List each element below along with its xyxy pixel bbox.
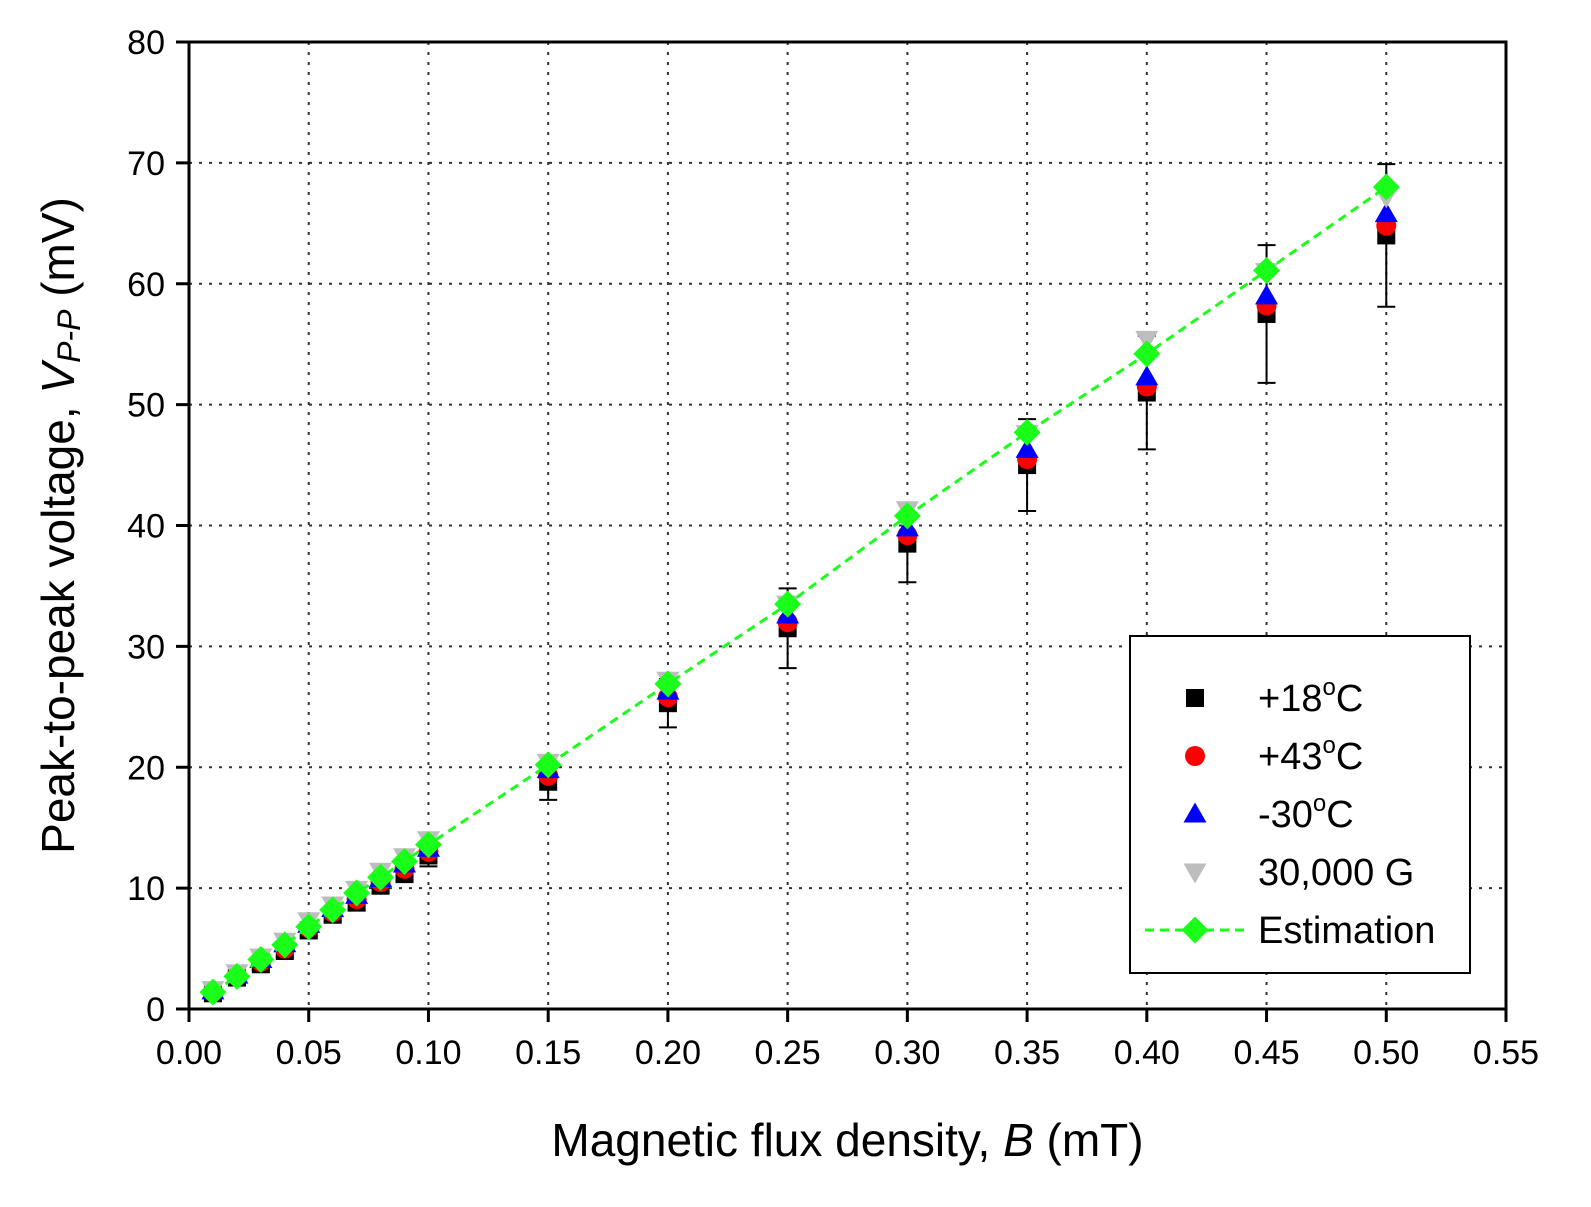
legend-entry: +18oC — [1186, 674, 1363, 720]
legend-label-main: +18 — [1258, 678, 1322, 720]
x-axis-title-var: B — [1003, 1114, 1034, 1166]
legend-marker — [1186, 689, 1204, 707]
legend-label-main: +43 — [1258, 736, 1322, 778]
legend-label-unit: C — [1336, 736, 1363, 778]
data-point — [1253, 256, 1281, 284]
x-tick-label: 0.15 — [515, 1034, 581, 1072]
legend-marker — [1185, 746, 1205, 766]
x-tick-label: 0.20 — [635, 1034, 701, 1072]
legend-label: +43oC — [1258, 732, 1363, 778]
data-point — [391, 848, 419, 876]
legend-label: Estimation — [1258, 910, 1435, 952]
y-tick-label: 80 — [127, 24, 165, 62]
x-tick-label: 0.45 — [1233, 1034, 1299, 1072]
y-tick-label: 0 — [146, 991, 165, 1029]
y-tick-label: 20 — [127, 749, 165, 787]
x-axis-title-unit: (mT) — [1034, 1114, 1144, 1166]
data-point — [295, 913, 323, 941]
y-tick-label: 30 — [127, 628, 165, 666]
legend-marker — [1183, 863, 1207, 884]
x-tick-label: 0.35 — [994, 1034, 1060, 1072]
y-axis-title-prefix: Peak-to-peak voltage, — [32, 394, 84, 854]
data-point — [654, 670, 682, 698]
data-point — [1374, 202, 1398, 223]
x-tick-label: 0.10 — [395, 1034, 461, 1072]
y-tick-label: 70 — [127, 145, 165, 183]
x-tick-label: 0.50 — [1353, 1034, 1419, 1072]
data-point — [367, 863, 395, 891]
legend-label: -30oC — [1258, 790, 1354, 836]
legend-label-unit: C — [1326, 794, 1353, 836]
data-point — [1015, 437, 1039, 458]
x-tick-label: 0.40 — [1114, 1034, 1180, 1072]
legend-label-main: 30,000 G — [1258, 852, 1414, 894]
y-axis-title-subscript: P-P — [51, 309, 87, 363]
legend-label-superscript: o — [1322, 732, 1335, 759]
x-tick-label: 0.55 — [1473, 1034, 1539, 1072]
legend-entry: Estimation — [1145, 910, 1435, 952]
data-point — [319, 896, 347, 924]
legend-entry: -30oC — [1183, 790, 1354, 836]
data-point — [1255, 284, 1279, 305]
data-point — [774, 590, 802, 618]
legend-label-superscript: o — [1322, 674, 1335, 701]
legend-marker — [1183, 802, 1207, 823]
y-axis-title-var: V — [32, 359, 84, 394]
data-point — [1133, 340, 1161, 368]
data-point — [199, 978, 227, 1006]
plot-area — [199, 163, 1400, 1006]
legend-label: +18oC — [1258, 674, 1363, 720]
legend-entry: +43oC — [1185, 732, 1363, 778]
x-tick-label: 0.00 — [156, 1034, 222, 1072]
x-tick-label: 0.25 — [755, 1034, 821, 1072]
axis-ticks: 0.00 0.05 0.10 0.15 0.20 0.25 0.30 0.35 0.40 0.45… — [127, 24, 1539, 1072]
data-point — [1013, 418, 1041, 446]
data-point — [534, 751, 562, 779]
x-tick-label: 0.05 — [276, 1034, 342, 1072]
x-axis-title-prefix: Magnetic flux density, — [551, 1114, 1003, 1166]
data-point — [271, 931, 299, 959]
data-point — [223, 962, 251, 990]
y-axis-title-unit: (mV) — [32, 197, 84, 309]
data-point — [1372, 173, 1400, 201]
data-point — [893, 502, 921, 530]
legend-entry: 30,000 G — [1183, 852, 1414, 894]
y-tick-label: 50 — [127, 387, 165, 425]
data-point — [247, 945, 275, 973]
series-4 — [199, 173, 1400, 1006]
legend-label-superscript: o — [1313, 790, 1326, 817]
legend-marker — [1181, 916, 1209, 944]
y-tick-label: 60 — [127, 266, 165, 304]
legend-label-unit: C — [1336, 678, 1363, 720]
y-tick-label: 10 — [127, 870, 165, 908]
x-axis-title: Magnetic flux density, B (mT) — [551, 1114, 1143, 1166]
legend-label-main: Estimation — [1258, 910, 1435, 952]
data-point — [1135, 365, 1159, 386]
legend-label-main: -30 — [1258, 794, 1313, 836]
x-tick-label: 0.30 — [874, 1034, 940, 1072]
y-axis-title: Peak-to-peak voltage, VP-P (mV) — [32, 197, 87, 854]
y-tick-label: 40 — [127, 508, 165, 546]
data-point — [414, 831, 442, 859]
legend-label: 30,000 G — [1258, 852, 1414, 894]
data-point — [343, 879, 371, 907]
